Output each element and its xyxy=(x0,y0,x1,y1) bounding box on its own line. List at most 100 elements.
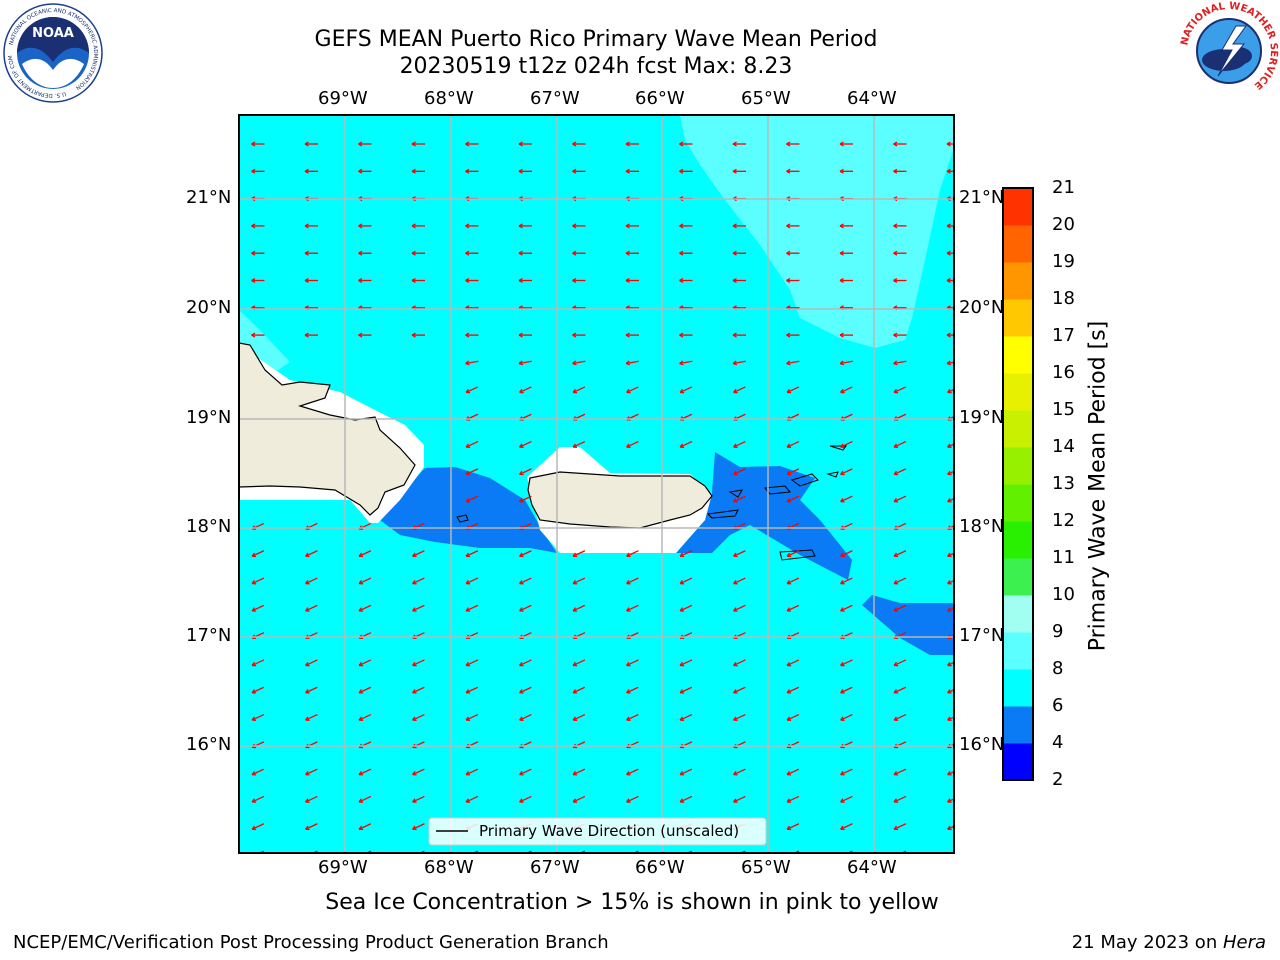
wave-arrow-head xyxy=(947,689,952,694)
wave-arrow xyxy=(519,768,532,776)
wave-arrow xyxy=(846,850,853,853)
wave-arrow-head xyxy=(412,716,417,721)
wave-arrow xyxy=(840,550,853,557)
wave-arrow xyxy=(251,713,265,721)
wave-arrow-head xyxy=(465,443,471,448)
wave-arrow xyxy=(412,713,425,721)
wave-arrow-head xyxy=(626,771,631,776)
wave-arrow xyxy=(786,495,800,503)
wave-arrow-head xyxy=(251,552,257,558)
lat-label-right: 16°N xyxy=(959,734,1005,755)
wave-arrow-head xyxy=(893,360,898,366)
colorbar xyxy=(1002,187,1034,781)
wave-arrow-head xyxy=(465,771,471,776)
chart-title-line2: 20230519 t12z 024h fcst Max: 8.23 xyxy=(399,54,793,79)
wave-arrow-head xyxy=(251,716,257,721)
wave-arrow-head xyxy=(893,798,899,803)
wave-arrow xyxy=(412,795,425,803)
period-4-6-region-virgin-islands xyxy=(676,452,852,580)
lon-label-top: 66°W xyxy=(635,88,685,109)
wave-arrow xyxy=(626,686,639,694)
wave-arrow xyxy=(412,823,425,830)
colorbar-tick: 16 xyxy=(1052,362,1075,383)
lon-label-bottom: 66°W xyxy=(635,857,685,878)
wave-arrow-head xyxy=(893,579,899,585)
footer-date: 21 May 2023 on xyxy=(1071,932,1223,953)
wave-arrow xyxy=(840,468,853,475)
wave-arrow-head xyxy=(572,278,577,283)
wave-arrow-head xyxy=(251,798,257,803)
wave-arrow xyxy=(305,604,318,612)
wave-arrow-head xyxy=(519,579,524,585)
wave-arrow-head xyxy=(305,689,310,694)
wave-arrow-head xyxy=(839,332,844,338)
wave-arrow xyxy=(412,550,425,557)
wave-arrow-head xyxy=(572,716,578,721)
wave-arrow-head xyxy=(358,579,364,585)
puerto-rico-land xyxy=(527,471,713,529)
wave-arrow-head xyxy=(519,443,524,448)
wave-arrow-head xyxy=(411,223,416,229)
wave-arrow-head xyxy=(893,689,899,694)
wave-arrow-head xyxy=(358,689,364,694)
wave-arrow-head xyxy=(251,607,257,612)
lat-label-right: 17°N xyxy=(959,625,1005,646)
wave-arrow-head xyxy=(786,332,791,338)
wave-arrow-head xyxy=(839,168,844,174)
wave-arrow-head xyxy=(786,443,792,448)
wave-arrow xyxy=(679,713,693,721)
wave-arrow-head xyxy=(893,771,899,776)
lon-label-top: 67°W xyxy=(530,88,580,109)
wave-arrow xyxy=(311,850,318,853)
wave-arrow xyxy=(733,768,746,776)
wave-arrow xyxy=(679,577,693,585)
wave-arrow-head xyxy=(786,552,792,558)
lon-label-bottom: 64°W xyxy=(847,857,897,878)
colorbar-segment xyxy=(1003,336,1033,374)
wave-arrow xyxy=(840,795,853,803)
wave-arrow-head xyxy=(519,607,524,612)
wave-arrow-head xyxy=(518,278,523,283)
wave-arrow xyxy=(572,604,586,612)
wave-arrow xyxy=(893,713,907,721)
wave-arrow xyxy=(786,360,800,365)
wave-arrow-head xyxy=(251,141,256,147)
wave-arrow-head xyxy=(786,250,791,256)
wave-arrow-head xyxy=(840,661,845,667)
wave-arrow xyxy=(893,659,907,667)
wave-arrow-head xyxy=(733,498,738,503)
wave-arrow xyxy=(251,768,265,776)
wave-arrow xyxy=(412,659,425,667)
wave-arrow xyxy=(893,440,907,448)
wave-arrow-head xyxy=(893,661,899,667)
wave-arrow-head xyxy=(625,168,630,174)
wave-arrow-head xyxy=(893,552,899,558)
wave-arrow-head xyxy=(893,607,899,612)
wave-arrow xyxy=(893,550,907,557)
wave-arrow-head xyxy=(732,223,737,229)
lon-label-bottom: 67°W xyxy=(530,857,580,878)
wave-arrow-head xyxy=(679,278,684,283)
wave-arrow-head xyxy=(893,388,899,394)
wave-arrow-head xyxy=(358,141,363,147)
wave-arrow xyxy=(358,659,372,667)
wave-arrow xyxy=(840,386,853,394)
wave-arrow xyxy=(840,495,853,503)
wave-arrow xyxy=(305,795,318,803)
wave-arrow xyxy=(572,659,586,667)
wave-arrow xyxy=(251,550,265,557)
wave-arrow-head xyxy=(733,607,738,612)
wave-arrow-head xyxy=(625,360,631,366)
wave-arrow-head xyxy=(893,223,898,229)
wave-arrow-head xyxy=(465,689,471,694)
wave-arrow xyxy=(893,768,907,776)
wave-arrow xyxy=(893,468,907,475)
colorbar-segment xyxy=(1003,743,1033,781)
wave-arrow-head xyxy=(572,771,578,776)
colorbar-tick: 10 xyxy=(1052,584,1075,605)
wave-arrow-head xyxy=(626,689,631,694)
wave-arrow-head xyxy=(358,798,364,803)
wave-arrow-head xyxy=(679,250,684,256)
wave-arrow xyxy=(626,604,639,612)
colorbar-tick: 2 xyxy=(1052,769,1064,790)
